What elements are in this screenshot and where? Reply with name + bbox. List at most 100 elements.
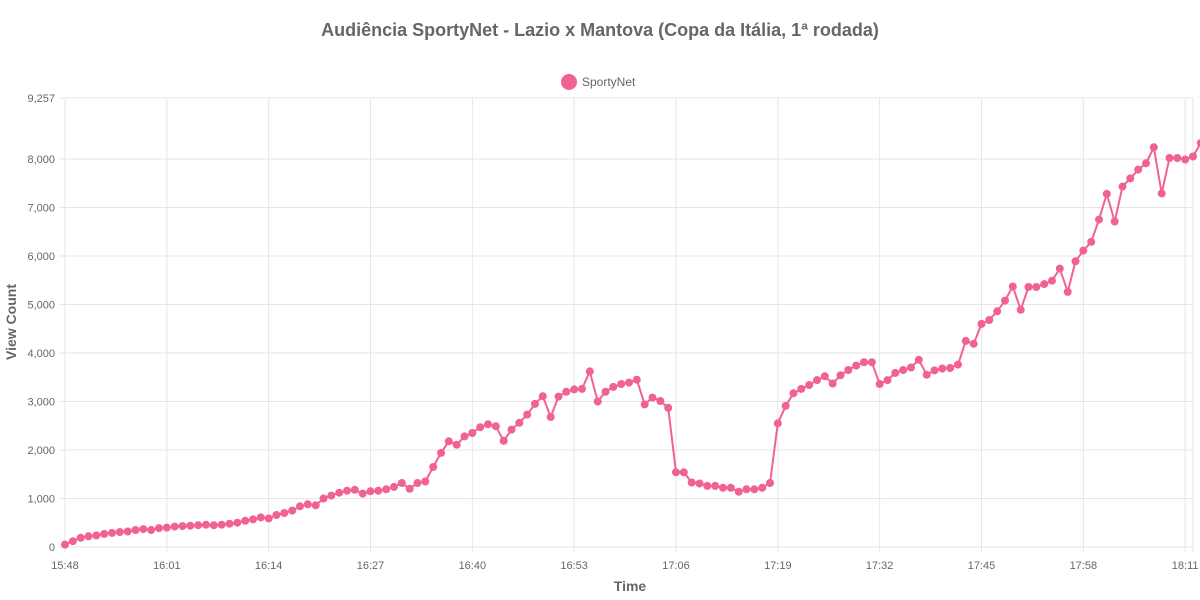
data-point[interactable] bbox=[264, 514, 273, 523]
data-point[interactable] bbox=[1110, 217, 1119, 226]
data-point[interactable] bbox=[303, 500, 312, 509]
data-point[interactable] bbox=[100, 529, 109, 538]
data-point[interactable] bbox=[985, 316, 994, 324]
data-point[interactable] bbox=[413, 479, 422, 487]
data-point[interactable] bbox=[852, 361, 861, 370]
data-point[interactable] bbox=[460, 432, 469, 441]
data-point[interactable] bbox=[844, 366, 853, 374]
data-point[interactable] bbox=[327, 491, 336, 500]
data-point[interactable] bbox=[1063, 287, 1072, 296]
data-point[interactable] bbox=[758, 483, 767, 492]
data-point[interactable] bbox=[523, 410, 532, 419]
data-point[interactable] bbox=[922, 370, 931, 379]
data-point[interactable] bbox=[61, 540, 69, 549]
data-point[interactable] bbox=[288, 506, 297, 515]
data-point[interactable] bbox=[930, 366, 939, 375]
data-point[interactable] bbox=[155, 524, 163, 533]
data-point[interactable] bbox=[84, 532, 93, 541]
data-point[interactable] bbox=[593, 397, 602, 406]
data-point[interactable] bbox=[429, 463, 438, 471]
data-point[interactable] bbox=[656, 397, 665, 405]
data-point[interactable] bbox=[390, 482, 398, 491]
data-point[interactable] bbox=[695, 479, 704, 488]
data-point[interactable] bbox=[1032, 283, 1041, 291]
data-point[interactable] bbox=[860, 358, 868, 367]
data-point[interactable] bbox=[938, 364, 947, 373]
data-point[interactable] bbox=[781, 401, 790, 410]
data-point[interactable] bbox=[1149, 143, 1158, 152]
data-point[interactable] bbox=[319, 494, 328, 503]
data-point[interactable] bbox=[734, 487, 743, 496]
data-point[interactable] bbox=[789, 389, 798, 398]
data-point[interactable] bbox=[546, 413, 555, 421]
data-point[interactable] bbox=[570, 385, 579, 394]
data-point[interactable] bbox=[914, 355, 923, 364]
data-point[interactable] bbox=[836, 371, 845, 380]
data-point[interactable] bbox=[139, 525, 148, 534]
data-point[interactable] bbox=[961, 336, 970, 345]
data-point[interactable] bbox=[719, 483, 727, 492]
data-point[interactable] bbox=[711, 481, 720, 490]
data-point[interactable] bbox=[249, 515, 257, 524]
data-point[interactable] bbox=[969, 339, 978, 348]
data-point[interactable] bbox=[1055, 264, 1064, 273]
data-point[interactable] bbox=[907, 363, 915, 372]
data-point[interactable] bbox=[1181, 155, 1190, 164]
data-point[interactable] bbox=[538, 392, 547, 401]
data-point[interactable] bbox=[1102, 189, 1111, 198]
data-point[interactable] bbox=[640, 400, 649, 409]
data-point[interactable] bbox=[946, 364, 955, 372]
data-point[interactable] bbox=[1157, 189, 1166, 198]
data-point[interactable] bbox=[366, 487, 375, 496]
data-point[interactable] bbox=[382, 485, 391, 494]
data-point[interactable] bbox=[609, 382, 618, 391]
data-point[interactable] bbox=[687, 478, 696, 487]
data-point[interactable] bbox=[1016, 305, 1025, 314]
data-point[interactable] bbox=[468, 429, 477, 437]
data-point[interactable] bbox=[108, 528, 116, 537]
data-point[interactable] bbox=[92, 531, 101, 540]
data-point[interactable] bbox=[358, 489, 367, 498]
data-point[interactable] bbox=[484, 420, 492, 429]
data-point[interactable] bbox=[1173, 154, 1182, 162]
legend[interactable]: SportyNet bbox=[561, 74, 636, 90]
data-point[interactable] bbox=[225, 519, 234, 528]
data-point[interactable] bbox=[217, 520, 226, 529]
data-point[interactable] bbox=[115, 528, 124, 536]
data-point[interactable] bbox=[68, 537, 77, 546]
data-point[interactable] bbox=[562, 387, 571, 396]
data-point[interactable] bbox=[194, 521, 203, 530]
data-point[interactable] bbox=[1048, 276, 1056, 285]
data-point[interactable] bbox=[1008, 282, 1017, 291]
data-point[interactable] bbox=[766, 479, 774, 487]
data-point[interactable] bbox=[272, 511, 281, 519]
data-point[interactable] bbox=[773, 419, 782, 428]
data-point[interactable] bbox=[578, 384, 586, 393]
data-point[interactable] bbox=[507, 425, 516, 434]
data-point[interactable] bbox=[750, 485, 759, 494]
data-point[interactable] bbox=[76, 533, 85, 542]
data-point[interactable] bbox=[742, 485, 751, 494]
data-point[interactable] bbox=[1024, 283, 1033, 291]
data-point[interactable] bbox=[515, 418, 524, 427]
data-point[interactable] bbox=[397, 479, 406, 487]
data-point[interactable] bbox=[296, 502, 304, 511]
data-point[interactable] bbox=[476, 423, 485, 432]
data-point[interactable] bbox=[875, 380, 884, 388]
data-point[interactable] bbox=[350, 485, 359, 494]
data-point[interactable] bbox=[335, 488, 344, 497]
data-point[interactable] bbox=[617, 380, 626, 388]
data-point[interactable] bbox=[1118, 182, 1127, 191]
data-point[interactable] bbox=[178, 522, 187, 531]
data-point[interactable] bbox=[170, 522, 179, 531]
data-point[interactable] bbox=[1087, 237, 1096, 246]
data-point[interactable] bbox=[1142, 159, 1150, 168]
data-point[interactable] bbox=[1001, 296, 1009, 305]
data-point[interactable] bbox=[186, 521, 195, 530]
data-point[interactable] bbox=[123, 527, 132, 536]
data-point[interactable] bbox=[664, 403, 673, 412]
data-point[interactable] bbox=[797, 384, 806, 393]
data-point[interactable] bbox=[891, 368, 900, 377]
data-point[interactable] bbox=[1126, 174, 1135, 183]
data-point[interactable] bbox=[1196, 139, 1200, 147]
